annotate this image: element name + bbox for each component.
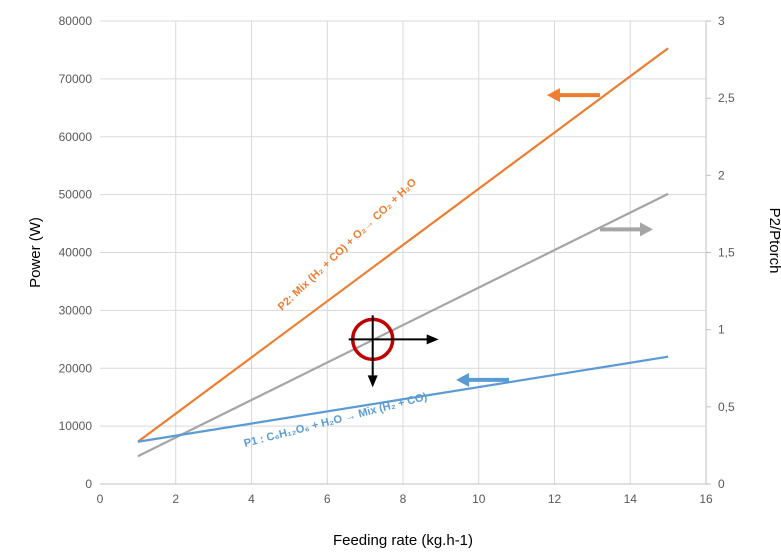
y-tick-labels: 0 10000 20000 30000 40000 50000 60000 70000 8000… xyxy=(59,14,93,491)
x-tick-label: 6 xyxy=(324,492,331,506)
y-tick-label: 0 xyxy=(85,477,92,491)
crosshair-marker xyxy=(348,315,439,388)
y2-tick-label: 2 xyxy=(718,168,725,182)
y-tick-label: 20000 xyxy=(59,361,93,375)
y2-tick-label: 1 xyxy=(718,323,725,337)
series-axis-arrows xyxy=(456,88,653,387)
x-axis-title: Feeding rate (kg.h-1) xyxy=(333,532,473,549)
annotation-p2: P2: Mix (H₂ + CO) + O₂→ CO₂ + H₂O xyxy=(276,176,420,313)
grid xyxy=(100,20,707,484)
y2-tick-label: 2,5 xyxy=(718,91,735,105)
axis-arrowhead-p1 xyxy=(456,372,470,387)
series-lines xyxy=(137,47,669,458)
y2-axis-title: P2/Ptorch xyxy=(766,208,781,274)
y2-tick-labels: 0 0,5 1 1,5 2 2,5 3 xyxy=(718,14,735,491)
x-tick-label: 4 xyxy=(248,492,255,506)
series-line-p2 xyxy=(137,47,669,443)
x-tick-label: 12 xyxy=(548,492,562,506)
x-tick-label: 16 xyxy=(699,492,713,506)
y-tick-label: 50000 xyxy=(59,188,93,202)
y-tick-label: 10000 xyxy=(59,419,93,433)
crosshair-arrow-right xyxy=(426,334,439,345)
series-line-ratio xyxy=(137,192,669,458)
y-tick-label: 40000 xyxy=(59,246,93,260)
x-tick-label: 0 xyxy=(97,492,104,506)
axis-arrowhead-ratio xyxy=(639,222,653,237)
crosshair-arrow-down xyxy=(367,375,378,388)
y2-tick-label: 0,5 xyxy=(718,400,735,414)
axis-arrowhead-p2 xyxy=(546,88,560,103)
x-tick-label: 8 xyxy=(400,492,407,506)
y-tick-label: 80000 xyxy=(59,14,93,28)
axes xyxy=(100,20,711,485)
y-axis-title: Power (W) xyxy=(27,217,44,288)
x-tick-label: 14 xyxy=(624,492,638,506)
y-tick-label: 70000 xyxy=(59,72,93,86)
y2-tick-label: 3 xyxy=(718,14,725,28)
y-tick-label: 60000 xyxy=(59,130,93,144)
x-tick-labels: 0 2 4 6 8 10 12 14 16 xyxy=(97,492,713,506)
series-line-p1 xyxy=(137,355,669,443)
y2-tick-label: 0 xyxy=(718,477,725,491)
x-tick-label: 2 xyxy=(172,492,179,506)
y2-tick-label: 1,5 xyxy=(718,246,735,260)
x-tick-label: 10 xyxy=(472,492,486,506)
y-tick-label: 30000 xyxy=(59,303,93,317)
